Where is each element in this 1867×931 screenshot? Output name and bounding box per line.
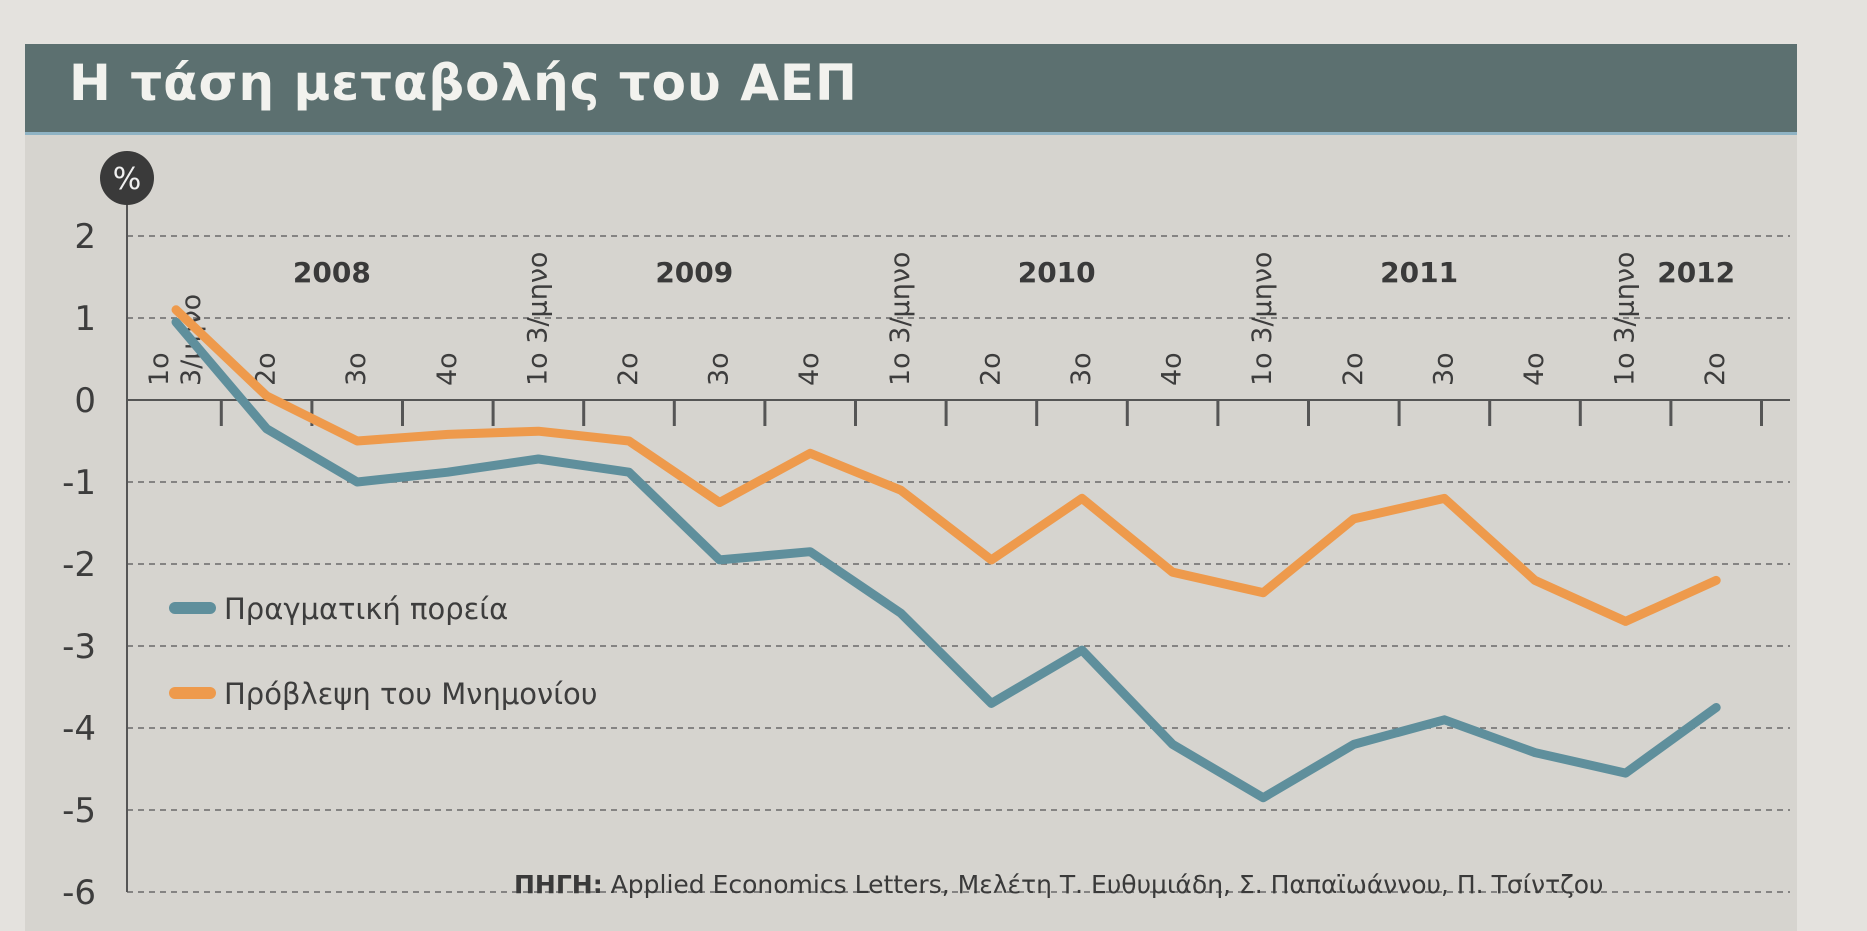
y-tick-label: -4 [62, 709, 96, 749]
x-tick-label: 1ο 3/μηνο [1610, 252, 1641, 386]
title-bar: Η τάση μεταβολής του ΑΕΠ [25, 44, 1797, 135]
year-labels: 2008 2009 2010 2011 2012 [293, 256, 1735, 289]
x-tick-label: 3ο [1066, 352, 1097, 386]
x-tick-label: 4ο [794, 352, 825, 386]
year-label-2011: 2011 [1380, 256, 1458, 289]
year-label-2008: 2008 [293, 256, 371, 289]
unit-badge: % [100, 151, 154, 205]
y-tick-label: 1 [74, 299, 96, 339]
source-note: ΠΗΓΗ: Applied Economics Letters, Μελέτη … [514, 870, 1604, 899]
x-axis [127, 399, 1790, 426]
x-tick-label: 2ο [1338, 352, 1369, 386]
chart-panel [25, 135, 1797, 931]
x-tick-label: 2ο [1700, 352, 1731, 386]
legend-label-actual: Πραγματική πορεία [224, 592, 508, 626]
legend-label-forecast: Πρόβλεψη του Μνημονίου [224, 677, 598, 711]
x-tick-label: 1ο 3/μηνο [522, 252, 553, 386]
x-tick-label: 1ο [144, 352, 175, 386]
y-tick-label: 0 [74, 381, 96, 421]
x-tick-label: 1ο 3/μηνο [885, 252, 916, 386]
x-tick-labels: 1ο 3/μηνο 2ο 3ο 4ο 1ο 3/μηνο 2ο 3ο 4ο 1ο 3/μηνο 2ο… [144, 252, 1731, 386]
y-tick-label: -3 [62, 627, 96, 667]
percent-circle-icon [100, 151, 154, 205]
x-tick-label: 4ο [432, 352, 463, 386]
source-text: Applied Economics Letters, Μελέτη Τ. Ευθ… [610, 870, 1604, 899]
gridlines [127, 235, 1790, 893]
forecast-series-line [171, 305, 1721, 626]
source-label: ΠΗΓΗ: [514, 870, 603, 899]
y-tick-label: -2 [62, 545, 96, 585]
x-tick-label: 1ο 3/μηνο [1247, 252, 1278, 386]
year-label-2010: 2010 [1018, 256, 1096, 289]
unit-label: % [113, 162, 142, 197]
x-tick-label: 2ο [975, 352, 1006, 386]
data-series [171, 305, 1721, 803]
legend: Πραγματική πορεία Πρόβλεψη του Μνημονίου [169, 592, 598, 711]
x-tick-label: 3ο [1428, 352, 1459, 386]
y-tick-label: -5 [62, 791, 96, 831]
x-tick-label: 3ο [704, 352, 735, 386]
actual-series-line [171, 317, 1721, 803]
y-axis: 2 1 0 -1 -2 -3 -4 -5 -6 [62, 200, 128, 913]
year-label-2009: 2009 [655, 256, 733, 289]
x-tick-label: 3ο [341, 352, 372, 386]
y-tick-label: -6 [62, 873, 96, 913]
y-tick-label: -1 [62, 463, 96, 503]
chart-title: Η τάση μεταβολής του ΑΕΠ [69, 54, 858, 112]
x-tick-label: 2ο [613, 352, 644, 386]
x-tick-label: 4ο [1157, 352, 1188, 386]
y-tick-label: 2 [74, 217, 96, 257]
x-tick-label: 4ο [1519, 352, 1550, 386]
year-label-2012: 2012 [1657, 256, 1735, 289]
